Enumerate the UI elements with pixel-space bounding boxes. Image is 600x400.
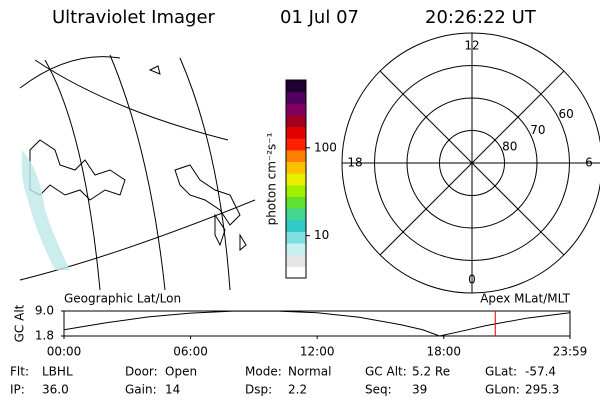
color-segment bbox=[286, 114, 306, 128]
info-value: 2.2 bbox=[288, 383, 307, 397]
info-value: 39 bbox=[412, 383, 427, 397]
x-tick-label: 06:00 bbox=[173, 345, 208, 359]
map bbox=[19, 54, 256, 291]
y-tick-label: 1.8 bbox=[35, 329, 54, 343]
plot-frame bbox=[63, 310, 571, 337]
info-label: GLat: bbox=[485, 365, 517, 379]
altitude-line bbox=[63, 310, 570, 337]
info-label: GLon: bbox=[485, 383, 520, 397]
map-label: Geographic Lat/Lon bbox=[64, 292, 181, 306]
info-value: 295.3 bbox=[525, 383, 559, 397]
info-value: Open bbox=[165, 365, 197, 379]
lat-ring bbox=[374, 65, 570, 261]
info-value: Normal bbox=[288, 365, 331, 379]
aurora-patch bbox=[21, 150, 71, 270]
info-label: IP: bbox=[10, 383, 25, 397]
color-segment bbox=[286, 196, 306, 209]
color-segment bbox=[286, 126, 306, 139]
color-segment bbox=[286, 219, 306, 232]
color-segment bbox=[286, 138, 306, 151]
title: Ultraviolet Imager bbox=[52, 7, 216, 28]
mlt-label: 0 bbox=[468, 273, 476, 287]
mlt-label: 18 bbox=[347, 156, 362, 170]
color-segment bbox=[286, 208, 306, 221]
info-value: -57.4 bbox=[525, 365, 556, 379]
polar-label: Apex MLat/MLT bbox=[480, 292, 570, 306]
lat-label: 70 bbox=[530, 123, 545, 137]
info-label: Mode: bbox=[245, 365, 282, 379]
color-segment bbox=[286, 231, 306, 244]
spoke bbox=[379, 70, 565, 256]
color-segment bbox=[286, 103, 306, 116]
info-label: Door: bbox=[125, 365, 158, 379]
color-segment bbox=[286, 243, 306, 256]
mlt-label: 12 bbox=[464, 39, 479, 53]
y-tick-label: 9.0 bbox=[35, 304, 54, 318]
colorbar-frame bbox=[285, 79, 307, 279]
color-segment bbox=[286, 80, 306, 93]
time: 20:26:22 UT bbox=[425, 7, 537, 28]
color-segment bbox=[286, 161, 306, 174]
color-segment bbox=[286, 91, 306, 104]
colorbar-label: photon cm⁻²s⁻¹ bbox=[265, 132, 279, 225]
color-segment bbox=[286, 266, 306, 279]
color-segment bbox=[286, 184, 306, 197]
info-label: GC Alt: bbox=[365, 365, 407, 379]
info-value: LBHL bbox=[42, 365, 73, 379]
y-axis-label: GC Alt bbox=[13, 304, 27, 342]
mlt-label: 6 bbox=[585, 156, 593, 170]
info-value: 5.2 Re bbox=[412, 365, 450, 379]
info-label: Gain: bbox=[125, 383, 157, 397]
date: 01 Jul 07 bbox=[280, 7, 359, 28]
color-segment bbox=[286, 173, 306, 186]
x-tick-label: 12:00 bbox=[300, 345, 335, 359]
lat-label: 80 bbox=[502, 139, 517, 153]
x-tick-label: 00:00 bbox=[47, 345, 82, 359]
info-label: Flt: bbox=[10, 365, 29, 379]
info-label: Dsp: bbox=[245, 383, 272, 397]
color-segment bbox=[286, 254, 306, 267]
color-segment bbox=[286, 149, 306, 163]
x-tick-label: 23:59 bbox=[553, 345, 588, 359]
info-label: Seq: bbox=[365, 383, 392, 397]
info-value: 14 bbox=[165, 383, 180, 397]
info-value: 36.0 bbox=[42, 383, 69, 397]
x-tick-label: 18:00 bbox=[426, 345, 461, 359]
lat-ring bbox=[406, 97, 538, 229]
tick-label: 100 bbox=[314, 140, 337, 154]
tick-label: 10 bbox=[314, 228, 329, 242]
lat-ring bbox=[439, 130, 505, 196]
lat-label: 60 bbox=[558, 107, 573, 121]
